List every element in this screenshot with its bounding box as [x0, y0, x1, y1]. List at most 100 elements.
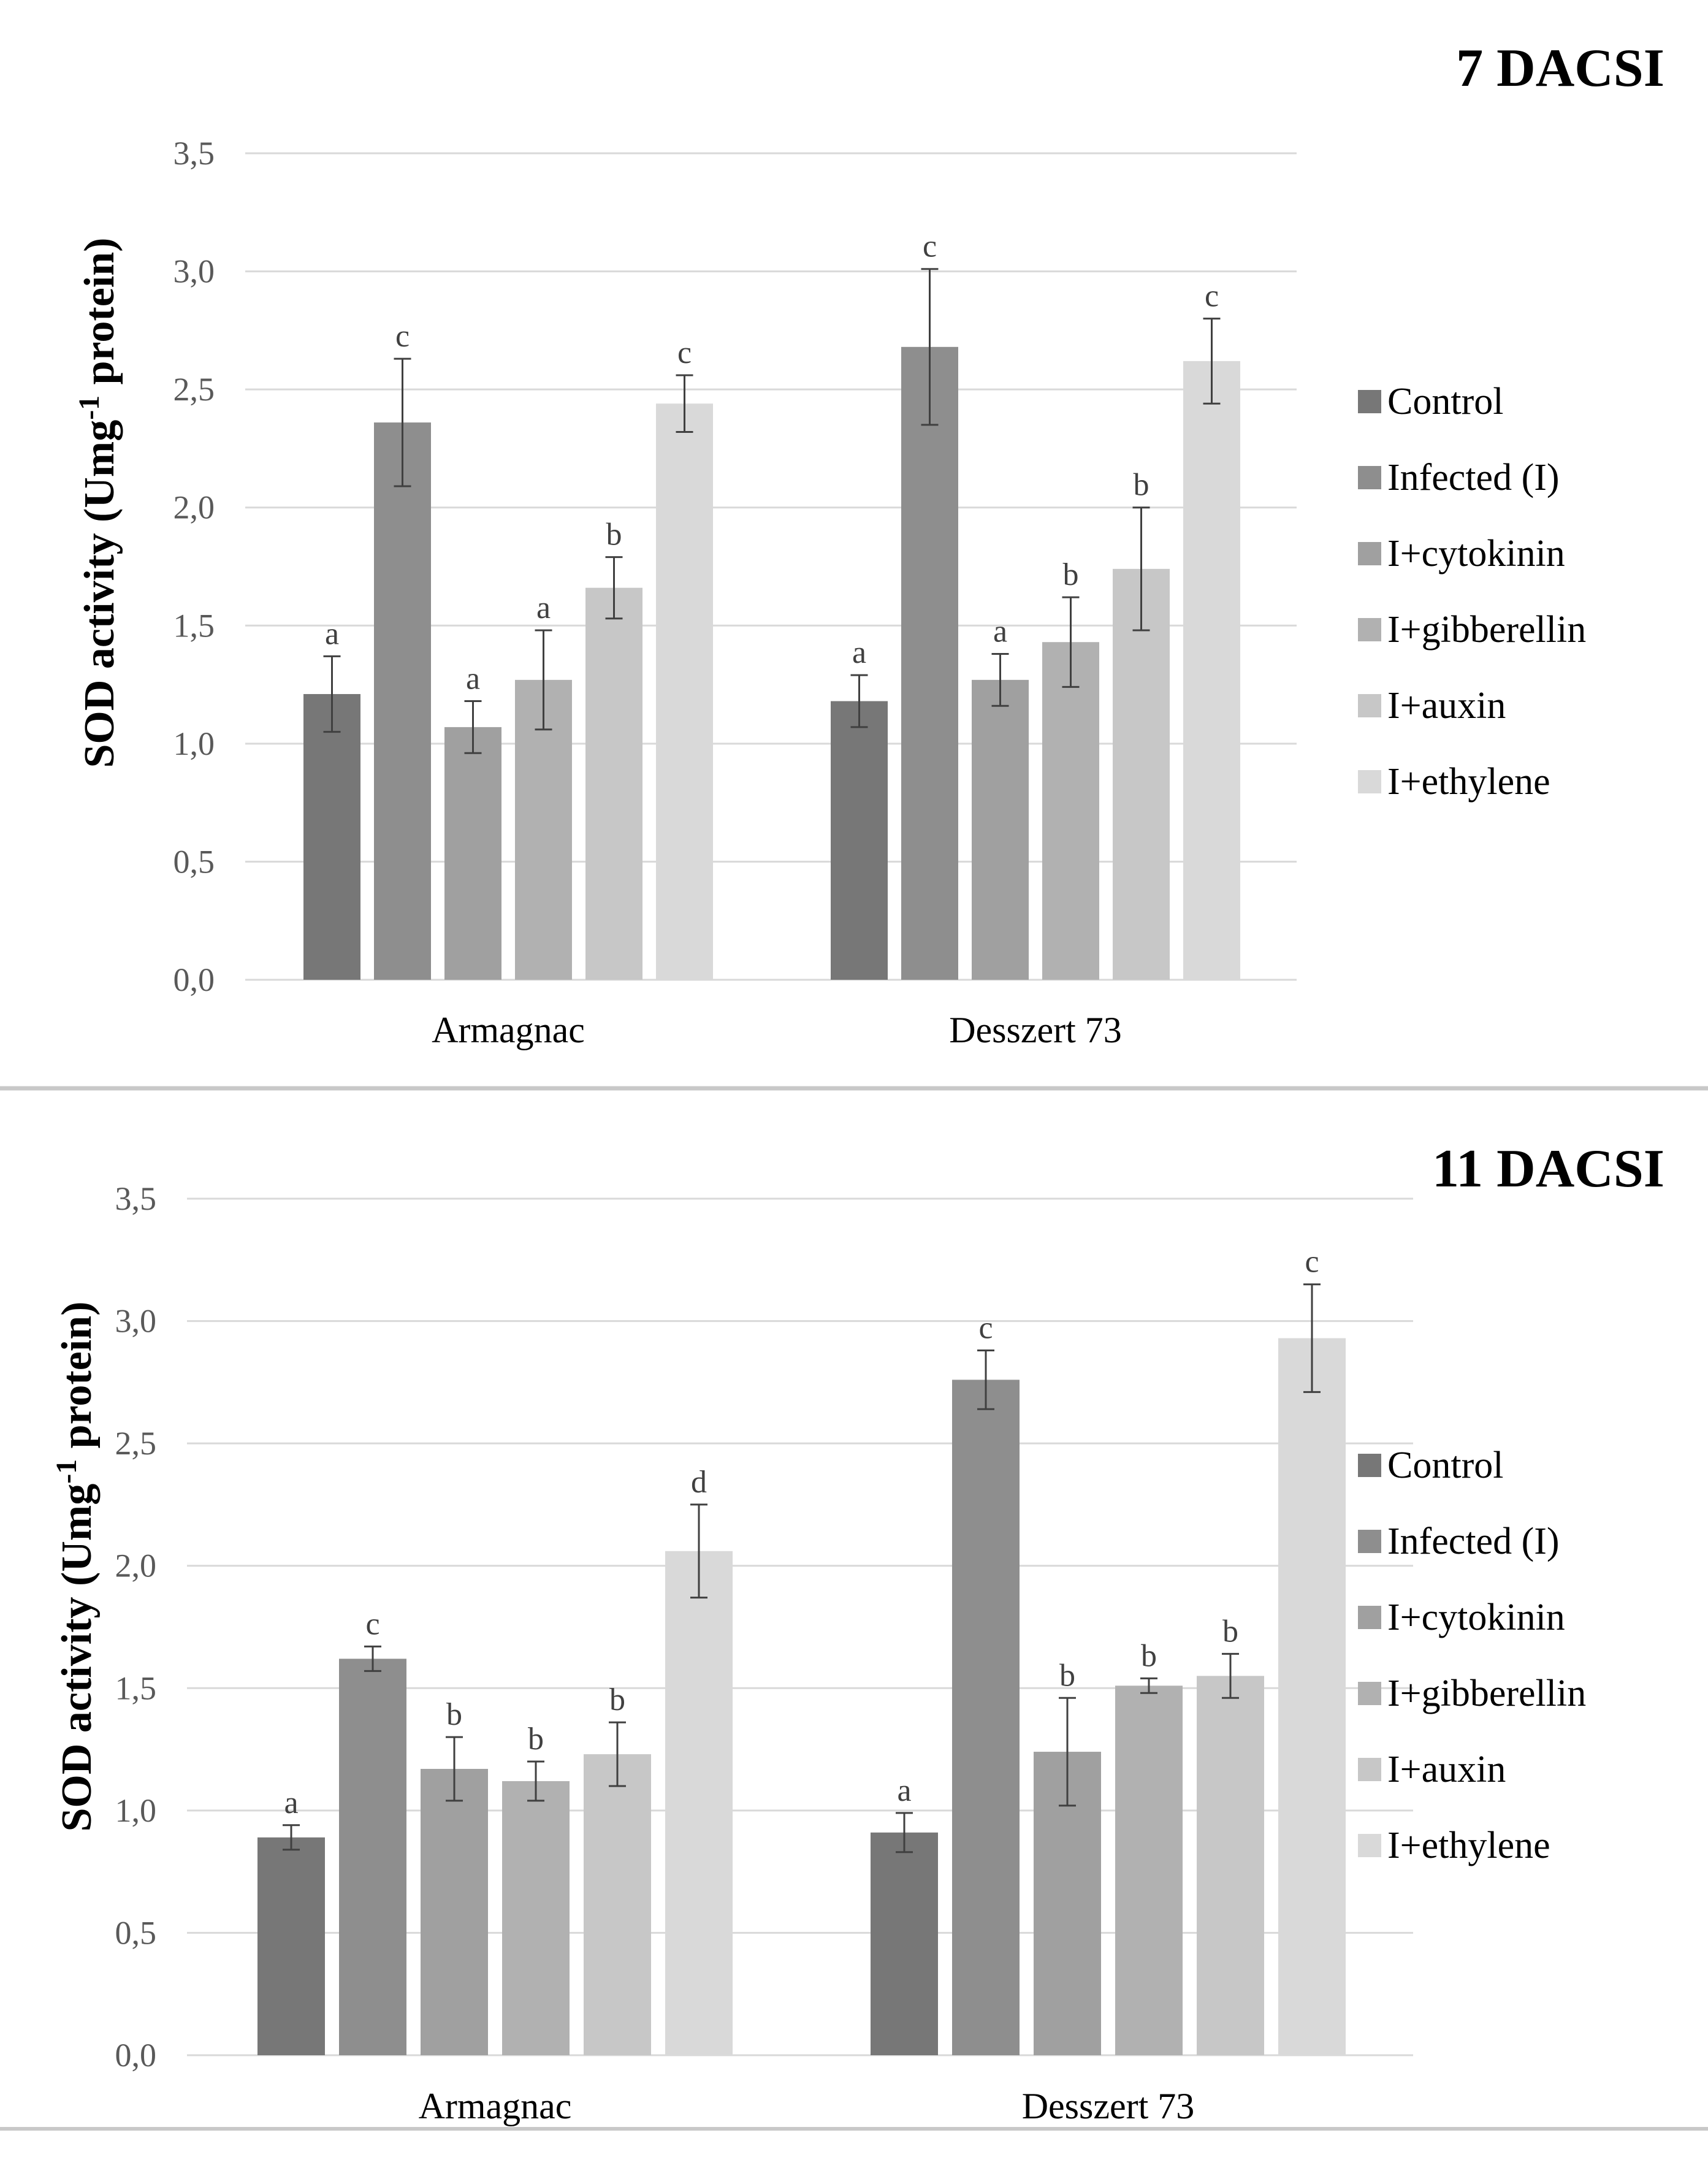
bar [584, 1754, 651, 2055]
bar [1115, 1686, 1183, 2055]
panel-title: 11 DACSI [1432, 1139, 1664, 1199]
bar [339, 1659, 406, 2055]
significance-letter: a [897, 1773, 911, 1808]
significance-letter: b [446, 1697, 462, 1732]
bar [374, 422, 431, 980]
x-category-label: Desszert 73 [1022, 2086, 1195, 2126]
legend-item: I+auxin [1358, 685, 1506, 727]
error-bar [1203, 318, 1221, 405]
bar [257, 1837, 325, 2055]
significance-letter: a [993, 614, 1007, 649]
legend: Control Infected (I) I+cytokinin I+gibberel… [1358, 381, 1586, 803]
error-bar [1132, 506, 1150, 632]
bar [502, 1781, 570, 2055]
significance-letter: a [466, 662, 480, 697]
y-tick-label: 1,5 [173, 607, 215, 644]
error-bar [364, 1645, 381, 1672]
significance-letter: b [1222, 1614, 1238, 1649]
legend-swatch [1358, 1834, 1381, 1857]
bar [665, 1551, 733, 2055]
legend-item: Control [1358, 381, 1503, 422]
legend-label: Infected (I) [1387, 1521, 1560, 1562]
error-bar [394, 357, 411, 487]
significance-letter: a [536, 590, 551, 625]
significance-letter: c [978, 1310, 993, 1345]
legend-swatch [1358, 1682, 1381, 1705]
y-tick-label: 2,5 [173, 371, 215, 408]
bar [303, 693, 360, 980]
legend-swatch [1358, 1758, 1381, 1781]
x-category-label: Armagnac [432, 1010, 585, 1050]
legend-swatch [1358, 770, 1381, 793]
legend-item: I+gibberellin [1358, 1673, 1586, 1714]
error-bar [446, 1736, 463, 1802]
legend-label: Infected (I) [1387, 457, 1560, 498]
error-bar [1062, 596, 1080, 688]
error-bar [535, 629, 552, 731]
significance-letter: b [1141, 1638, 1157, 1673]
legend-item: I+auxin [1358, 1749, 1506, 1790]
legend-label: I+auxin [1387, 1749, 1506, 1790]
significance-letter: a [325, 616, 339, 651]
bar [421, 1769, 488, 2055]
y-tick-label: 3,5 [173, 135, 215, 172]
y-tick-label: 0,0 [173, 961, 215, 998]
bars: a a c c b b b b b b d c [257, 1245, 1346, 2055]
bar [871, 1832, 938, 2055]
error-bar [605, 556, 623, 620]
bar [1183, 361, 1240, 980]
y-axis-ticks: 0,0 0,5 1,0 1,5 2,0 2,5 3,0 3,5 [115, 1180, 157, 2074]
error-bar [977, 1349, 994, 1410]
x-category-label: Desszert 73 [949, 1010, 1122, 1050]
x-category-label: Armagnac [419, 2086, 572, 2126]
y-tick-label: 1,0 [173, 725, 215, 762]
y-axis-ticks: 0,0 0,5 1,0 1,5 2,0 2,5 3,0 3,5 [173, 135, 215, 998]
error-bar [991, 653, 1009, 707]
legend-label: I+gibberellin [1387, 609, 1586, 651]
error-bar [690, 1503, 707, 1599]
error-bar [1059, 1697, 1076, 1807]
legend-swatch [1358, 542, 1381, 565]
legend-label: I+gibberellin [1387, 1673, 1586, 1714]
y-tick-label: 3,0 [115, 1303, 157, 1340]
error-bar [676, 374, 693, 433]
legend-item: I+cytokinin [1358, 533, 1565, 575]
bar [1278, 1338, 1346, 2055]
bar [585, 587, 642, 980]
legend-label: I+cytokinin [1387, 1597, 1565, 1638]
y-tick-label: 2,5 [115, 1425, 157, 1462]
legend-swatch [1358, 1454, 1381, 1477]
bar [444, 727, 501, 980]
y-tick-label: 2,0 [173, 489, 215, 526]
significance-letter: c [677, 335, 692, 370]
significance-letter: b [1134, 468, 1149, 503]
error-bar [896, 1812, 913, 1853]
y-tick-label: 2,0 [115, 1548, 157, 1584]
significance-letter: b [606, 517, 622, 552]
legend-item: Infected (I) [1358, 457, 1560, 498]
error-bar [1222, 1652, 1239, 1699]
y-tick-label: 3,0 [173, 253, 215, 290]
significance-letter: b [1059, 1658, 1075, 1693]
significance-letter: c [365, 1606, 379, 1641]
y-tick-label: 3,5 [115, 1180, 157, 1217]
error-bar [323, 655, 341, 733]
y-tick-label: 0,0 [115, 2037, 157, 2074]
error-bar [1303, 1283, 1321, 1393]
significance-letter: c [395, 319, 410, 354]
bars: a a c c a a a b b b c c [303, 229, 1240, 980]
error-bar [609, 1721, 626, 1787]
x-axis-categories: Armagnac Desszert 73 [432, 1010, 1122, 1050]
y-tick-label: 0,5 [115, 1914, 157, 1951]
bar [952, 1380, 1020, 2055]
panel-7-dacsi: 7 DACSI a a c c a a a b b b c c 0,0 0,5 1,0 1,5 2,0 2,5 3… [73, 39, 1664, 1050]
legend-label: I+cytokinin [1387, 533, 1565, 575]
legend: Control Infected (I) I+cytokinin I+gibberel… [1358, 1445, 1586, 1866]
error-bar [527, 1760, 544, 1802]
y-tick-label: 0,5 [173, 843, 215, 880]
bar [1197, 1676, 1264, 2055]
legend-item: I+gibberellin [1358, 609, 1586, 651]
